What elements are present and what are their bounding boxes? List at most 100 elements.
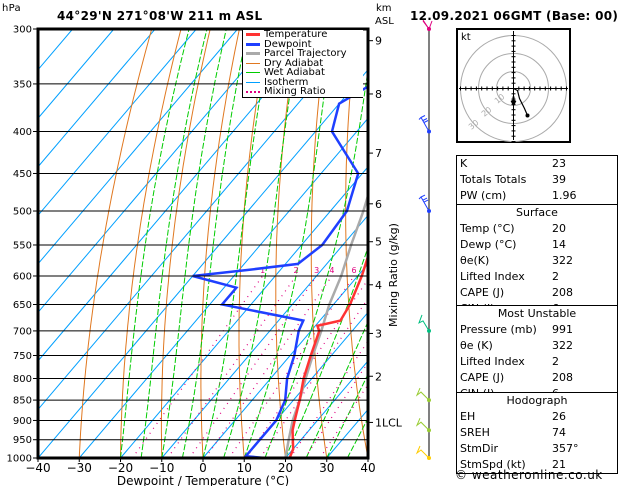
legend-swatch: [246, 90, 260, 93]
row-label: EH: [460, 410, 476, 423]
km-tick-label: 1LCL: [375, 416, 403, 429]
mixing-ratio-label: 1: [260, 266, 265, 275]
legend-item: Wet Adiabat: [243, 68, 363, 78]
table-row: θe (K) 322: [457, 338, 617, 354]
table-row: CAPE (J) 208: [457, 370, 617, 386]
table-row: Temp (°C) 20: [457, 221, 617, 237]
legend-swatch: [246, 62, 260, 64]
pressure-tick-label: 600: [13, 271, 32, 282]
row-label: Pressure (mb): [460, 323, 537, 336]
row-value: 74: [552, 426, 566, 439]
row-value: 23: [552, 157, 566, 170]
row-label: SREH: [460, 426, 490, 439]
x-tick-label: −20: [108, 461, 133, 475]
legend-label: Mixing Ratio: [264, 86, 326, 97]
mixing-ratio-label: 2: [293, 266, 298, 275]
table-row: K 23: [457, 156, 617, 172]
asl-label: ASL: [375, 16, 394, 27]
mixing-ratio-line: [259, 297, 368, 458]
table-row: CAPE (J) 208: [457, 285, 617, 301]
legend-swatch: [246, 81, 260, 83]
pressure-tick-label: 950: [13, 435, 32, 446]
mixing-ratio-line: [167, 275, 297, 458]
pressure-tick-label: 1000: [7, 454, 32, 465]
table-row: Lifted Index 2: [457, 269, 617, 285]
pressure-unit-label: hPa: [2, 3, 21, 14]
hodograph-end-dot: [525, 113, 530, 118]
wet-adiabat-line: [326, 373, 368, 458]
legend-label: Dewpoint: [264, 38, 312, 50]
table-row: SREH 74: [457, 425, 617, 441]
isotherm-line: [38, 29, 74, 71]
row-value: 322: [552, 254, 573, 267]
x-tick-label: 20: [278, 461, 293, 475]
table-row: EH 26: [457, 409, 617, 425]
wind-barb: [415, 445, 430, 459]
isotherm-line: [202, 263, 368, 458]
copyright-text: © weatheronline.co.uk: [455, 468, 603, 482]
wet-adiabat-line: [305, 320, 368, 458]
isotherm-line: [38, 29, 156, 168]
table-row: Totals Totals 39: [457, 172, 617, 188]
legend-swatch: [246, 42, 260, 46]
wind-barb: [415, 387, 430, 401]
wind-barb: [418, 194, 430, 212]
row-label: θe(K): [460, 254, 490, 267]
legend-label: Dry Adiabat: [264, 57, 324, 69]
row-value: 357°: [552, 442, 579, 455]
row-value: 21: [552, 458, 566, 471]
row-label: Totals Totals: [460, 173, 527, 186]
row-value: 208: [552, 371, 573, 384]
mixing-ratio-label: 3: [314, 266, 319, 275]
mixing-ratio-label: 6: [352, 266, 357, 275]
km-tick-label: 3: [375, 327, 382, 340]
table-row: PW (cm) 1.96: [457, 188, 617, 204]
hodograph-trace: [513, 87, 529, 116]
isotherm-line: [78, 117, 368, 458]
row-label: Temp (°C): [460, 222, 515, 235]
km-label: km: [376, 3, 392, 14]
legend-label: Isotherm: [264, 76, 309, 88]
table-row: Lifted Index 2: [457, 354, 617, 370]
hodograph-table: Hodograph EH 26 SREH 74 StmDir 357° StmSpd (kt)…: [456, 392, 618, 474]
wind-barb: [418, 115, 430, 132]
isotherm-line: [161, 214, 368, 458]
hodograph-unit-label: kt: [461, 32, 471, 43]
pressure-tick-label: 450: [13, 169, 32, 180]
legend-swatch: [246, 52, 260, 56]
km-tick-label: 8: [375, 88, 382, 101]
isotherm-line: [38, 29, 197, 217]
location-title: 44°29'N 271°08'W 211 m ASL: [57, 9, 263, 23]
row-label: StmDir: [460, 442, 499, 455]
table-title: Surface: [516, 206, 558, 219]
pressure-tick-label: 400: [13, 127, 32, 138]
table-title: Most Unstable: [497, 307, 577, 320]
x-tick-label: 10: [237, 461, 252, 475]
isotherm-line: [38, 29, 362, 411]
pressure-tick-label: 350: [13, 79, 32, 90]
pressure-tick-label: 700: [13, 326, 32, 337]
legend-item: Dry Adiabat: [243, 57, 363, 69]
pressure-tick-label: 900: [13, 416, 32, 427]
x-axis-label: Dewpoint / Temperature (°C): [117, 474, 289, 486]
row-value: 39: [552, 173, 566, 186]
row-label: θe (K): [460, 339, 493, 352]
km-tick-label: 9: [375, 35, 382, 48]
km-tick-label: 5: [375, 236, 382, 249]
row-label: CAPE (J): [460, 286, 505, 299]
row-label: Lifted Index: [460, 355, 525, 368]
isotherm-line: [285, 360, 368, 458]
km-tick-label: 7: [375, 147, 382, 160]
table-title: Hodograph: [506, 394, 568, 407]
row-label: Dewp (°C): [460, 238, 517, 251]
pressure-tick-label: 500: [13, 207, 32, 218]
temperature-line: [288, 252, 368, 458]
row-value: 14: [552, 238, 566, 251]
row-label: CAPE (J): [460, 371, 505, 384]
storm-motion-arrow: [510, 96, 517, 107]
x-tick-label: 0: [199, 461, 207, 475]
top-wind-barb: [422, 19, 433, 31]
row-value: 2: [552, 270, 559, 283]
row-value: 991: [552, 323, 573, 336]
